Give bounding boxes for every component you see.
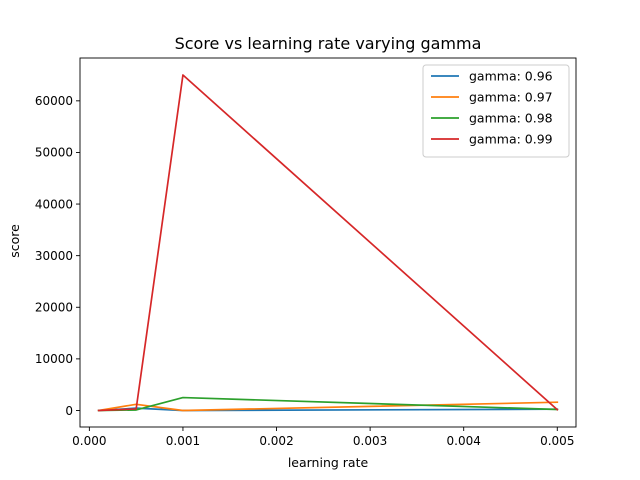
- x-tick-label: 0.004: [447, 434, 481, 448]
- legend-label-1: gamma: 0.97: [469, 90, 553, 105]
- y-tick-label: 50000: [35, 146, 73, 160]
- series-line-1: [97, 401, 559, 412]
- y-tick-label: 60000: [35, 94, 73, 108]
- y-tick-label: 30000: [35, 249, 73, 263]
- y-tick-label: 40000: [35, 197, 73, 211]
- legend-label-3: gamma: 0.99: [469, 132, 553, 147]
- chart-title: Score vs learning rate varying gamma: [175, 34, 482, 53]
- y-axis-label: score: [7, 224, 22, 258]
- y-tick-label: 10000: [35, 352, 73, 366]
- y-tick-label: 20000: [35, 301, 73, 315]
- x-tick-label: 0.000: [72, 434, 106, 448]
- legend: gamma: 0.96 gamma: 0.97 gamma: 0.98 gamma: …: [422, 64, 570, 158]
- x-tick-label: 0.002: [259, 434, 293, 448]
- legend-label-0: gamma: 0.96: [469, 69, 553, 84]
- legend-box: [422, 64, 570, 158]
- x-tick-label: 0.001: [166, 434, 200, 448]
- legend-label-2: gamma: 0.98: [469, 111, 553, 126]
- series-line-3: [97, 74, 559, 412]
- axes-frame: [79, 57, 577, 428]
- x-tick-label: 0.003: [353, 434, 387, 448]
- x-axis-label: learning rate: [288, 455, 369, 470]
- plot-area: 0.000 0.001 0.002 0.003 0.004 0.005 0 10000 2000…: [35, 57, 577, 448]
- x-tick-label: 0.005: [540, 434, 574, 448]
- y-tick-label: 0: [65, 404, 73, 418]
